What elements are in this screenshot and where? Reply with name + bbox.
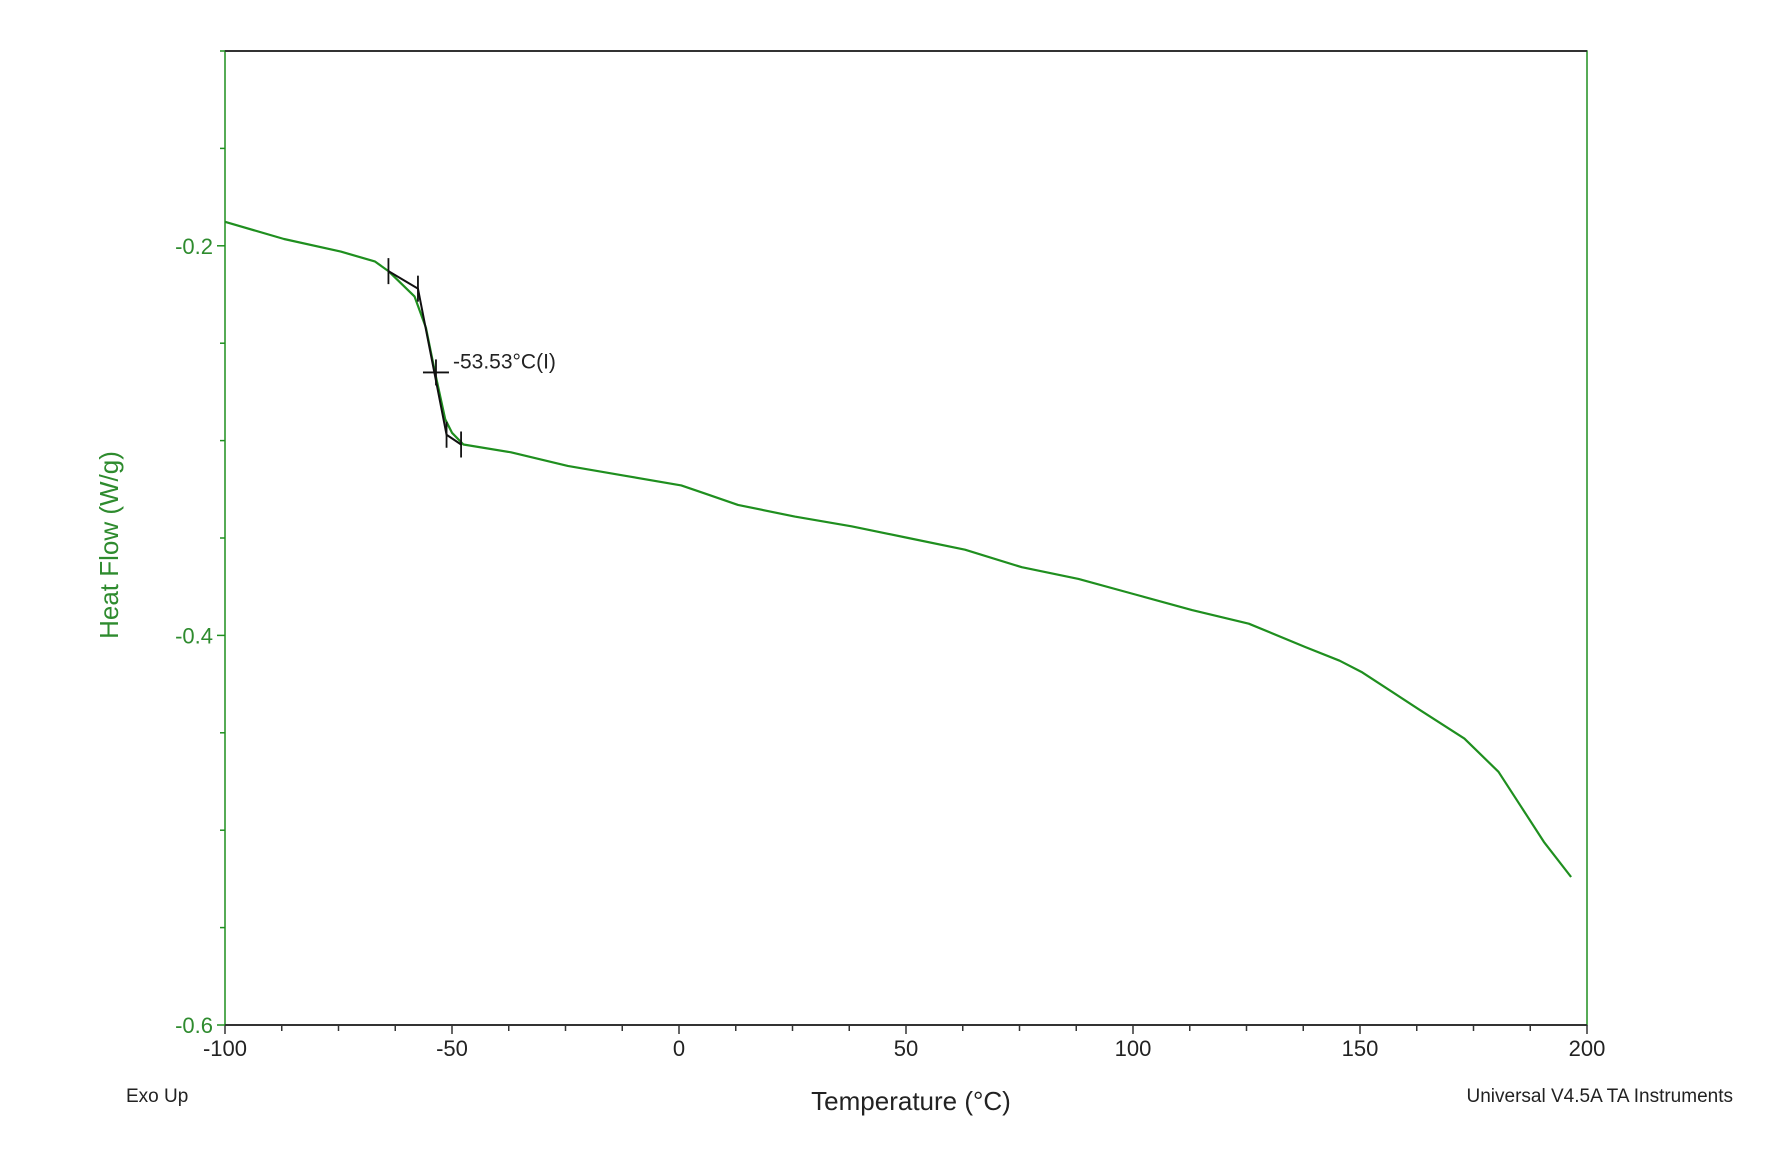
- x-tick-label: 200: [1569, 1036, 1606, 1061]
- x-tick-label: -50: [436, 1036, 468, 1061]
- y-tick-label: -0.2: [175, 234, 213, 259]
- y-ticks: -0.2 -0.4 -0.6: [175, 50, 225, 1038]
- software-version-label: Universal V4.5A TA Instruments: [1467, 1086, 1733, 1107]
- glass-transition-annotation: -53.53°C(I): [387, 258, 556, 458]
- x-tick-label: -100: [203, 1036, 247, 1061]
- y-tick-label: -0.6: [175, 1013, 213, 1038]
- x-tick-label: 0: [673, 1036, 685, 1061]
- exo-up-label: Exo Up: [126, 1086, 188, 1107]
- x-tick-label: 50: [894, 1036, 918, 1061]
- x-ticks: -100 -50 0 50 100 150 200: [203, 1025, 1605, 1061]
- heat-flow-line: [224, 220, 1572, 878]
- y-axis-label: Heat Flow (W/g): [94, 451, 124, 639]
- y-tick-label: -0.4: [175, 623, 213, 648]
- tangent-line: [387, 270, 462, 446]
- x-tick-label: 150: [1342, 1036, 1379, 1061]
- x-tick-label: 100: [1115, 1036, 1152, 1061]
- series-group: [224, 220, 1572, 878]
- x-axis-label: Temperature (°C): [811, 1086, 1011, 1116]
- inflection-label: -53.53°C(I): [453, 350, 556, 373]
